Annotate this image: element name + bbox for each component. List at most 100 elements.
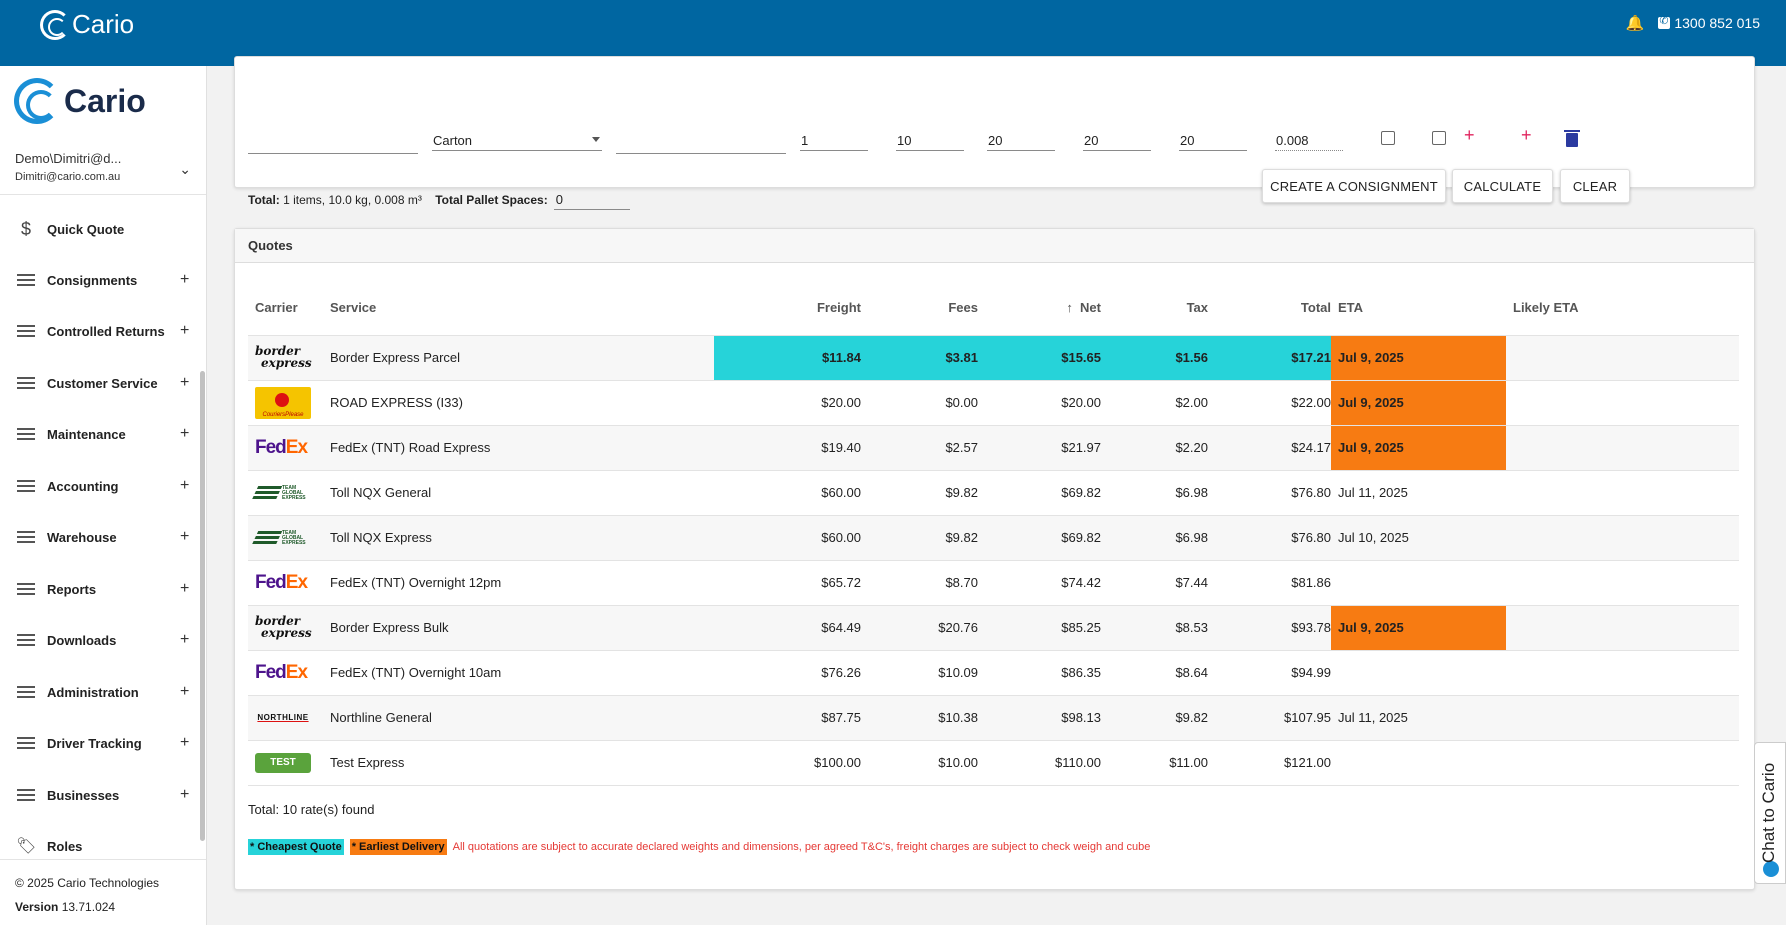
quote-row[interactable]: border express Border Express Parcel $11.84… — [248, 335, 1739, 381]
sidebar-item-label: Accounting — [47, 478, 119, 494]
tax-cell: $1.56 — [1101, 335, 1208, 381]
freight-cell: $60.00 — [714, 470, 861, 516]
package-type-select[interactable]: Carton — [432, 131, 602, 151]
service-cell: ROAD EXPRESS (I33) — [330, 380, 714, 426]
delete-trash-icon[interactable] — [1564, 130, 1580, 147]
quote-row[interactable]: FedEx FedEx (TNT) Overnight 10am $76.26 $10… — [248, 650, 1739, 696]
sidebar-item-controlled-returns[interactable]: Controlled Returns + — [0, 309, 206, 353]
quantity-input[interactable]: 1 — [800, 131, 868, 151]
col-freight[interactable]: Freight — [714, 281, 861, 336]
sidebar-item-label: Roles — [47, 838, 83, 854]
carrier-cell: TEST — [248, 740, 330, 786]
sidebar-item-accounting[interactable]: Accounting + — [0, 464, 206, 508]
item-checkbox-2[interactable] — [1432, 131, 1446, 145]
quote-row[interactable]: FedEx FedEx (TNT) Overnight 12pm $65.72 $8.… — [248, 560, 1739, 606]
item-description-input[interactable] — [248, 134, 418, 154]
sidebar-item-roles[interactable]: 🏷 Roles — [0, 824, 206, 868]
sidebar-item-reports[interactable]: Reports + — [0, 567, 206, 611]
logo-text: TEST — [270, 756, 296, 768]
col-eta[interactable]: ETA — [1331, 281, 1506, 336]
col-service[interactable]: Service — [330, 281, 714, 336]
sidebar-item-downloads[interactable]: Downloads + — [0, 618, 206, 662]
test-logo: TEST — [255, 752, 311, 773]
quotes-header-row: Carrier Service Freight Fees ↑ Net Tax T… — [248, 281, 1739, 336]
expand-plus-icon[interactable]: + — [180, 271, 190, 288]
user-menu[interactable]: Demo\Dimitri@d... Dimitri@cario.com.au ⌄ — [15, 151, 195, 183]
expand-plus-icon[interactable]: + — [180, 425, 190, 442]
weight-input[interactable]: 10 — [896, 131, 964, 151]
expand-plus-icon[interactable]: + — [180, 683, 190, 700]
eta-cell: Jul 9, 2025 — [1331, 425, 1506, 471]
quote-row[interactable]: border express Border Express Bulk $64.49 $2… — [248, 605, 1739, 651]
sidebar-item-quick-quote[interactable]: $ Quick Quote — [0, 207, 206, 251]
quotes-card: Quotes Carrier Service Freight Fees ↑ Ne… — [234, 228, 1755, 890]
service-cell: Toll NQX Express — [330, 515, 714, 561]
chevron-down-icon[interactable]: ⌄ — [179, 161, 191, 177]
top-bar: Cario 🔔 1300 852 015 — [0, 0, 1786, 66]
expand-plus-icon[interactable]: + — [180, 322, 190, 339]
clear-button[interactable]: CLEAR — [1560, 169, 1630, 203]
cubic-input[interactable]: 0.008 — [1275, 131, 1343, 151]
length-input[interactable]: 20 — [987, 131, 1055, 151]
logo-text: express — [261, 625, 312, 640]
quote-row[interactable]: TEST Test Express $100.00 $10.00 $110.00 $11.… — [248, 740, 1739, 786]
col-fees[interactable]: Fees — [861, 281, 978, 336]
item-reference-input[interactable] — [616, 134, 786, 154]
height-input[interactable]: 20 — [1179, 131, 1247, 151]
main-content: Carton 1 10 20 20 20 0.008 + + Total: 1 … — [208, 56, 1786, 925]
bell-icon[interactable]: 🔔 — [1625, 15, 1645, 32]
quote-row[interactable]: CouriersPlease ROAD EXPRESS (I33) $20.00 $0… — [248, 380, 1739, 426]
sidebar-item-maintenance[interactable]: Maintenance + — [0, 412, 206, 456]
quote-row[interactable]: NORTHLINE Northline General $87.75 $10.38 $9… — [248, 695, 1739, 741]
quote-row[interactable]: Toll NQX General$60.00$9.82$69.82$6.98$7… — [248, 470, 1739, 516]
expand-plus-icon[interactable]: + — [180, 477, 190, 494]
expand-plus-icon[interactable]: + — [180, 528, 190, 545]
quotes-title: Quotes — [235, 229, 1754, 263]
carrier-cell: FedEx — [248, 425, 330, 471]
team-global-express-logo — [255, 477, 311, 509]
width-input[interactable]: 20 — [1083, 131, 1151, 151]
likely-eta-cell — [1506, 380, 1739, 426]
col-likely-eta[interactable]: Likely ETA — [1506, 281, 1739, 336]
col-carrier[interactable]: Carrier — [248, 281, 330, 336]
topbar-logo[interactable]: Cario — [40, 9, 134, 40]
pallet-spaces-input[interactable]: 0 — [553, 190, 630, 210]
calculate-button[interactable]: CALCULATE — [1452, 169, 1553, 203]
add-row-plus-icon[interactable]: + — [1521, 125, 1532, 145]
sidebar-item-driver-tracking[interactable]: Driver Tracking + — [0, 721, 206, 765]
logo-text: border — [255, 613, 301, 628]
col-net[interactable]: ↑ Net — [978, 281, 1101, 336]
sidebar-item-customer-service[interactable]: Customer Service + — [0, 361, 206, 405]
expand-plus-icon[interactable]: + — [180, 374, 190, 391]
total-cell: $121.00 — [1208, 740, 1331, 786]
total-cell: $81.86 — [1208, 560, 1331, 606]
logo-text: express — [261, 355, 312, 370]
add-item-plus-icon[interactable]: + — [1464, 125, 1475, 145]
sidebar-item-consignments[interactable]: Consignments + — [0, 258, 206, 302]
menu-icon — [16, 321, 36, 342]
expand-plus-icon[interactable]: + — [180, 631, 190, 648]
logo-text: Ex — [285, 571, 308, 593]
menu-icon — [16, 476, 36, 497]
item-checkbox-1[interactable] — [1381, 131, 1395, 145]
create-consignment-button[interactable]: CREATE A CONSIGNMENT — [1262, 169, 1446, 203]
sidebar-item-administration[interactable]: Administration + — [0, 670, 206, 714]
support-phone[interactable]: 1300 852 015 — [1674, 15, 1760, 31]
chat-widget[interactable]: Chat to Cario — [1754, 742, 1786, 884]
expand-plus-icon[interactable]: + — [180, 734, 190, 751]
carrier-cell — [248, 470, 330, 516]
col-total[interactable]: Total — [1208, 281, 1331, 336]
quote-row[interactable]: FedEx FedEx (TNT) Road Express $19.40 $2.57… — [248, 425, 1739, 471]
likely-eta-cell — [1506, 335, 1739, 381]
sidebar-item-businesses[interactable]: Businesses + — [0, 773, 206, 817]
likely-eta-cell — [1506, 515, 1739, 561]
sidebar-item-warehouse[interactable]: Warehouse + — [0, 515, 206, 559]
net-cell: $110.00 — [978, 740, 1101, 786]
quotes-disclaimer: All quotations are subject to accurate d… — [452, 841, 1151, 853]
col-tax[interactable]: Tax — [1101, 281, 1208, 336]
sidebar-scrollbar[interactable] — [200, 371, 205, 841]
sidebar-logo[interactable]: Cario — [14, 78, 146, 124]
expand-plus-icon[interactable]: + — [180, 786, 190, 803]
expand-plus-icon[interactable]: + — [180, 580, 190, 597]
quote-row[interactable]: Toll NQX Express$60.00$9.82$69.82$6.98$7… — [248, 515, 1739, 561]
